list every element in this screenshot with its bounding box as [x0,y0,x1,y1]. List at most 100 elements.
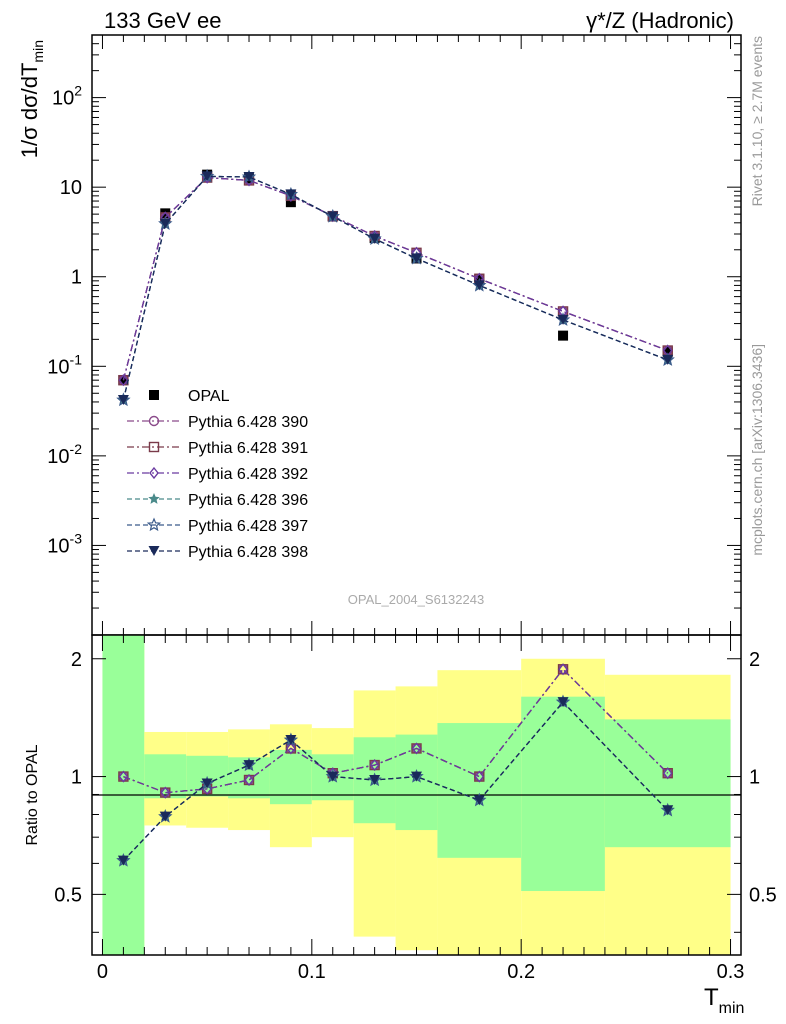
tick-label-base: 10 [47,356,69,378]
analysis-watermark: OPAL_2004_S6132243 [348,592,484,607]
data-point [558,330,569,341]
data-point [118,374,129,387]
legend-entry: Pythia 6.428 398 [127,544,308,561]
stat-uncertainty-band [269,749,312,805]
legend-label: Pythia 6.428 392 [188,466,308,483]
ratio-point [285,735,297,746]
main-y-tick-label: 102 [52,83,82,110]
ratio-y-tick-label-left: 0.5 [54,884,82,906]
ratio-point [662,767,673,780]
legend-entry: OPAL [149,388,230,405]
series-opal [118,169,673,386]
stat-uncertainty-band [144,754,187,799]
ratio-point [369,774,381,785]
legend-marker [146,517,162,532]
series-pythia-6-428-392 [118,171,673,387]
data-point [411,253,422,264]
ratio-x-tick-label: 0.2 [507,961,535,983]
stat-uncertainty-band [521,696,605,892]
main-y-tick-label: 10-3 [47,530,82,557]
rivet-version-text: Rivet 3.1.10, ≥ 2.7M events [749,36,765,206]
series-line [122,175,668,401]
stat-uncertainty-band [604,719,731,848]
ratio-point [558,663,568,676]
main-y-tick-label: 1 [71,267,82,289]
data-point [327,211,339,222]
ratio-point [474,770,485,783]
ratio-point [243,760,255,771]
data-point [243,171,255,182]
data-point [285,189,297,200]
ratio-point [118,770,129,783]
tick-label-exponent: -3 [70,530,83,546]
ratio-point [662,805,674,816]
legend-entry: Pythia 6.428 390 [127,414,308,431]
main-ylabel: 1/σ dσ/dTmin [17,40,46,158]
main-y-tick-label: 10 [60,177,82,199]
series-line [122,175,668,401]
series-pythia-6-428-396 [117,170,674,405]
series-pythia-6-428-391 [118,172,673,386]
data-point [473,280,485,291]
ratio-point [117,855,129,866]
legend-marker [149,466,159,480]
legend-marker [148,493,160,504]
tick-label-exponent: 2 [74,83,82,99]
tick-label-base: 10 [47,535,69,557]
series-line [122,176,668,381]
ratio-point [411,771,422,782]
source-text: mcplots.cern.ch [arXiv:1306.3436] [749,344,765,556]
ratio-point [327,771,339,782]
series-line [122,176,668,381]
data-point [557,314,569,325]
ratio-point [244,773,254,787]
legend-entry: Pythia 6.428 392 [127,466,308,483]
ratio-point [201,778,213,789]
series-line [122,175,668,401]
tick-label-base: 10 [47,446,69,468]
ratio-x-tick-label: 0 [97,961,108,983]
ratio-tick-labels: 0.5 0.5 1 1 2 2 0 0.1 0.2 0.3 [54,649,777,983]
legend: OPAL Pythia 6.428 390 Pythia 6.428 391 Pyth… [127,388,308,561]
ratio-ticks [92,635,741,955]
data-point [662,346,673,357]
tick-label-exponent: -1 [70,351,83,367]
header-left: 133 GeV ee [104,8,221,33]
ratio-point [159,811,171,822]
data-point [117,395,129,406]
ratio-point [473,795,485,806]
data-point [369,233,381,244]
main-y-tick-label: 10-2 [47,441,82,468]
ratio-xlabel: Tmin [704,984,744,1017]
ratio-y-tick-label-left: 2 [71,649,82,671]
data-point [285,197,296,208]
legend-marker [148,415,160,427]
header-right: γ*/Z (Hadronic) [586,8,734,33]
series-pythia-6-428-397 [116,168,675,407]
ratio-point [285,742,296,755]
legend-label: Pythia 6.428 398 [188,544,308,561]
legend-entry: Pythia 6.428 396 [127,492,308,509]
ratio-point [160,786,171,799]
ratio-point [411,742,422,755]
ratio-y-tick-label-right: 2 [749,649,760,671]
ratio-y-tick-label-right: 0.5 [749,884,777,906]
main-ylabel-subscript: min [30,40,46,63]
series-line [122,176,668,381]
ratio-x-tick-label: 0.3 [717,961,745,983]
legend-marker [149,390,159,400]
legend-marker [148,441,160,453]
main-y-ticks [92,34,741,636]
tick-label-base: 10 [52,88,74,110]
series-pythia-6-428-398 [117,171,674,406]
main-series [116,168,675,407]
legend-label: Pythia 6.428 391 [188,440,308,457]
legend-entry: Pythia 6.428 391 [127,440,308,457]
legend-label: Pythia 6.428 396 [188,492,308,509]
ratio-series [116,663,675,867]
legend-marker [148,546,160,556]
ratio-series-pythia-6-428-398 [117,697,674,866]
data-point [662,354,674,365]
